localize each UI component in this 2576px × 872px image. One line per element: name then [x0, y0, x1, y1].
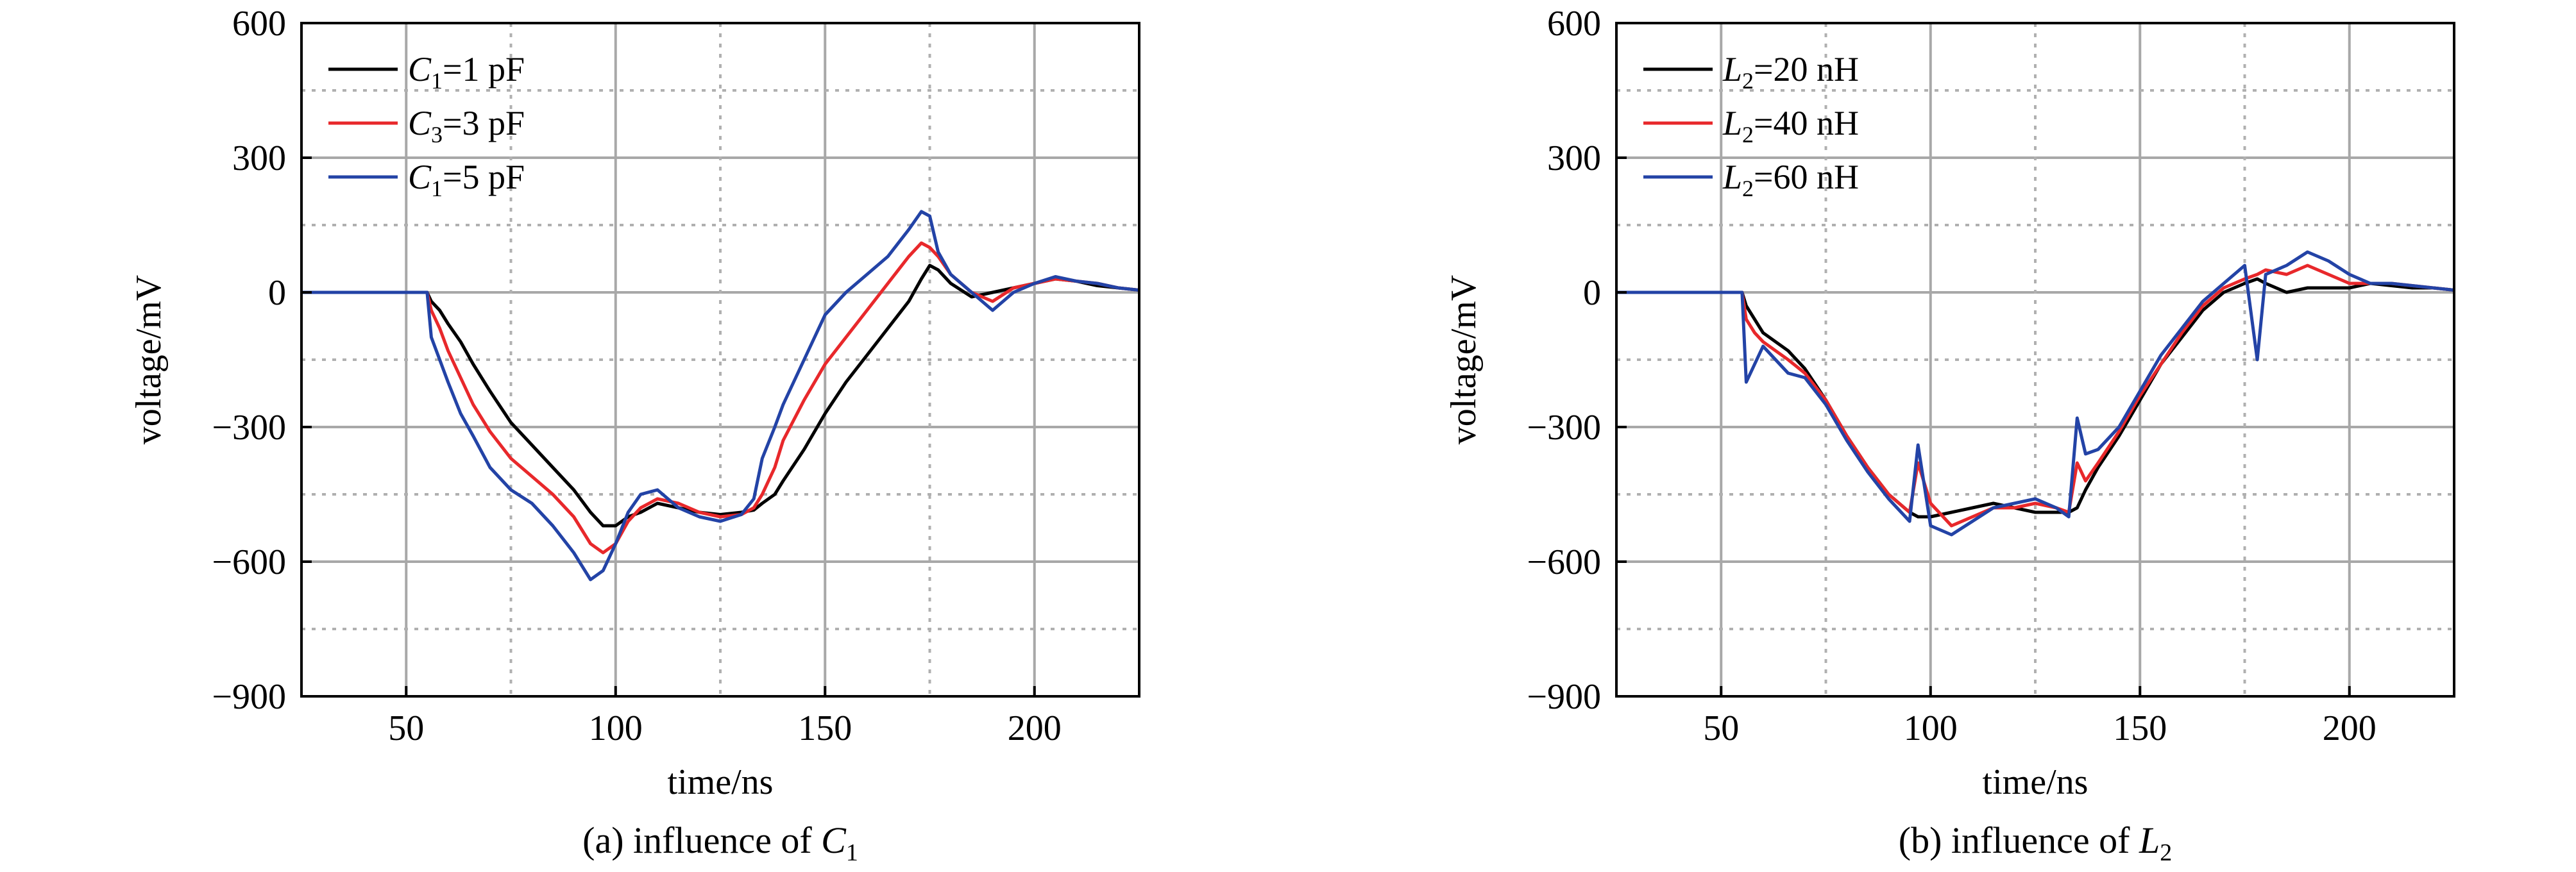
x-tick-label: 50	[388, 709, 424, 748]
x-axis-title: time/ns	[668, 762, 774, 802]
x-tick-label: 100	[1904, 709, 1958, 748]
y-tick-label: 600	[1547, 4, 1601, 44]
chart-panel-b: 50 100 150 200 600 300 0 −300 −600 −900 time/ns vol…	[1444, 4, 2455, 866]
plot-frame	[300, 22, 1140, 698]
y-tick-label: −900	[212, 677, 286, 717]
figure-caption-b: (b) influence of L2	[1899, 819, 2172, 866]
y-tick-label: −900	[1527, 677, 1601, 717]
y-tick-label: 300	[1547, 138, 1601, 178]
x-tick-label: 150	[2113, 709, 2167, 748]
y-tick-label: 600	[232, 4, 286, 44]
x-tick-label: 200	[2323, 709, 2377, 748]
x-tick-label: 100	[589, 709, 643, 748]
plot-frame	[1615, 22, 2455, 698]
legend-label-3: C1=5 pF	[408, 158, 525, 201]
x-tick-label: 200	[1008, 709, 1062, 748]
series-line-2	[301, 241, 1140, 555]
y-tick-label: −300	[1527, 408, 1601, 448]
series-line-3	[301, 210, 1140, 582]
legend-label-2: C3=3 pF	[408, 104, 525, 147]
y-tick-label: −600	[1527, 542, 1601, 582]
legend-label-1: L2=20 nH	[1722, 50, 1859, 94]
y-axis-title: voltage/mV	[129, 275, 169, 444]
y-axis-title: voltage/mV	[1444, 275, 1484, 444]
x-tick-label: 50	[1703, 709, 1739, 748]
x-tick-label: 150	[798, 709, 852, 748]
legend-label-2: L2=40 nH	[1722, 104, 1859, 147]
y-tick-label: −600	[212, 542, 286, 582]
y-tick-label: 0	[1583, 273, 1601, 313]
chart-panel-a: 50 100 150 200 600 300 0 −300 −600 −900 time/ns vol…	[129, 4, 1140, 866]
y-tick-label: −300	[212, 408, 286, 448]
y-tick-label: 0	[268, 273, 286, 313]
x-axis-title: time/ns	[1983, 762, 2089, 802]
legend-label-3: L2=60 nH	[1722, 158, 1859, 201]
legend-label-1: C1=1 pF	[408, 50, 525, 94]
figure-caption-a: (a) influence of C1	[582, 819, 858, 866]
series-line-1	[301, 264, 1140, 528]
y-tick-label: 300	[232, 138, 286, 178]
series-line-3	[1616, 250, 2455, 537]
